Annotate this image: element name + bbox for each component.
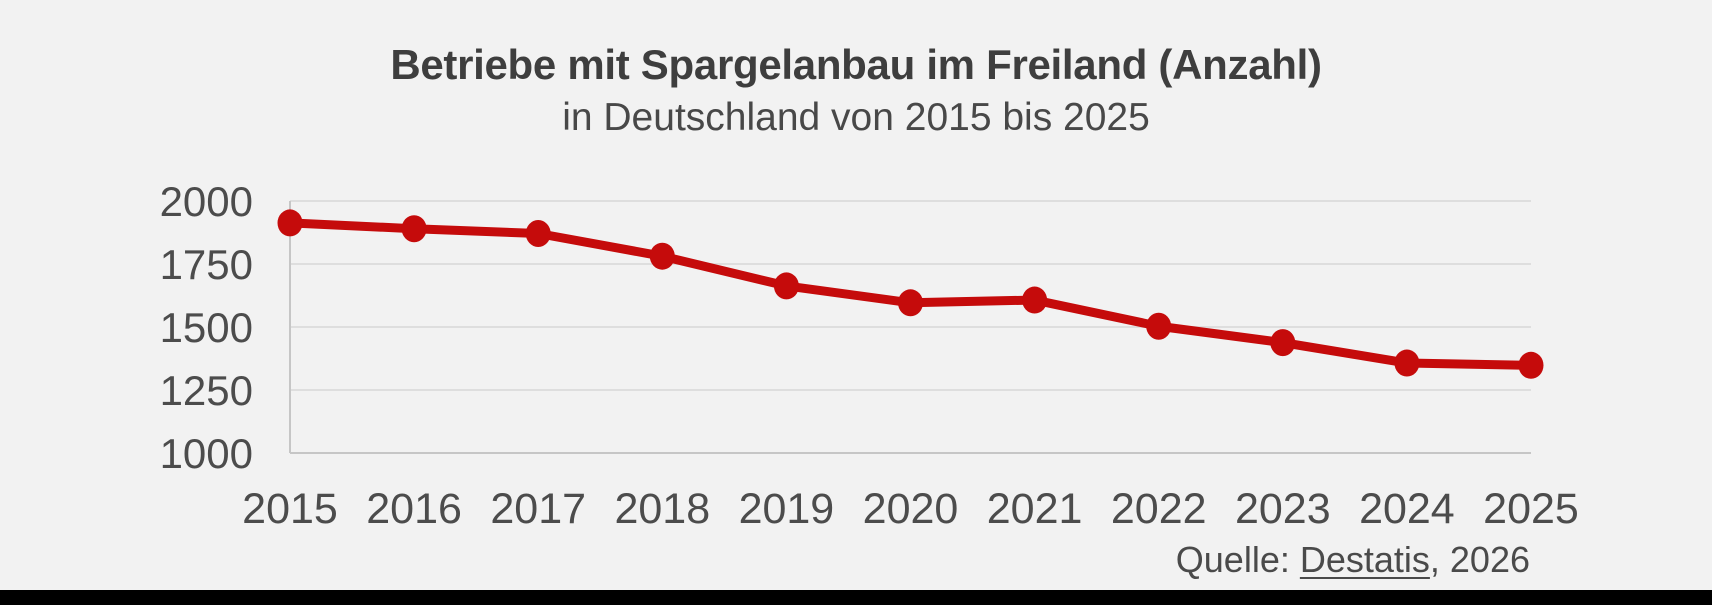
data-point-2016 bbox=[401, 215, 427, 243]
x-tick-label-2022: 2022 bbox=[1111, 485, 1207, 533]
x-tick-label-2015: 2015 bbox=[242, 485, 338, 533]
source-link[interactable]: Destatis bbox=[1299, 539, 1430, 580]
y-tick-label-1000: 1000 bbox=[160, 430, 253, 477]
x-tick-label-2024: 2024 bbox=[1359, 485, 1455, 533]
y-tick-label-1250: 1250 bbox=[160, 367, 253, 414]
source-suffix: , 2026 bbox=[1429, 539, 1530, 580]
chart-subtitle: in Deutschland von 2015 bis 2025 bbox=[562, 96, 1150, 139]
x-tick-label-2016: 2016 bbox=[366, 485, 462, 533]
y-tick-label-1500: 1500 bbox=[160, 304, 253, 351]
data-point-2025 bbox=[1518, 351, 1544, 379]
x-tick-label-2019: 2019 bbox=[739, 485, 835, 533]
data-point-2023 bbox=[1270, 329, 1296, 357]
x-tick-label-2025: 2025 bbox=[1483, 485, 1579, 533]
y-tick-label-2000: 2000 bbox=[160, 178, 253, 225]
data-point-2019 bbox=[773, 272, 799, 300]
data-point-2017 bbox=[525, 220, 551, 248]
data-point-2015 bbox=[277, 209, 303, 237]
x-tick-label-2021: 2021 bbox=[987, 485, 1083, 533]
x-tick-label-2018: 2018 bbox=[614, 485, 710, 533]
data-point-2022 bbox=[1146, 312, 1172, 340]
data-point-2020 bbox=[898, 289, 923, 317]
chart-title: Betriebe mit Spargelanbau im Freiland (A… bbox=[390, 41, 1322, 88]
x-tick-label-2020: 2020 bbox=[863, 485, 959, 533]
x-tick-label-2017: 2017 bbox=[490, 485, 586, 533]
data-point-2018 bbox=[649, 242, 675, 270]
y-tick-label-1750: 1750 bbox=[160, 241, 253, 288]
x-tick-label-2023: 2023 bbox=[1235, 485, 1331, 533]
source-note: Quelle: Destatis, 2026 bbox=[1176, 540, 1530, 580]
bottom-bar bbox=[0, 590, 1712, 605]
data-point-2021 bbox=[1022, 286, 1048, 314]
source-prefix: Quelle: bbox=[1175, 539, 1300, 580]
data-point-2024 bbox=[1394, 349, 1420, 377]
